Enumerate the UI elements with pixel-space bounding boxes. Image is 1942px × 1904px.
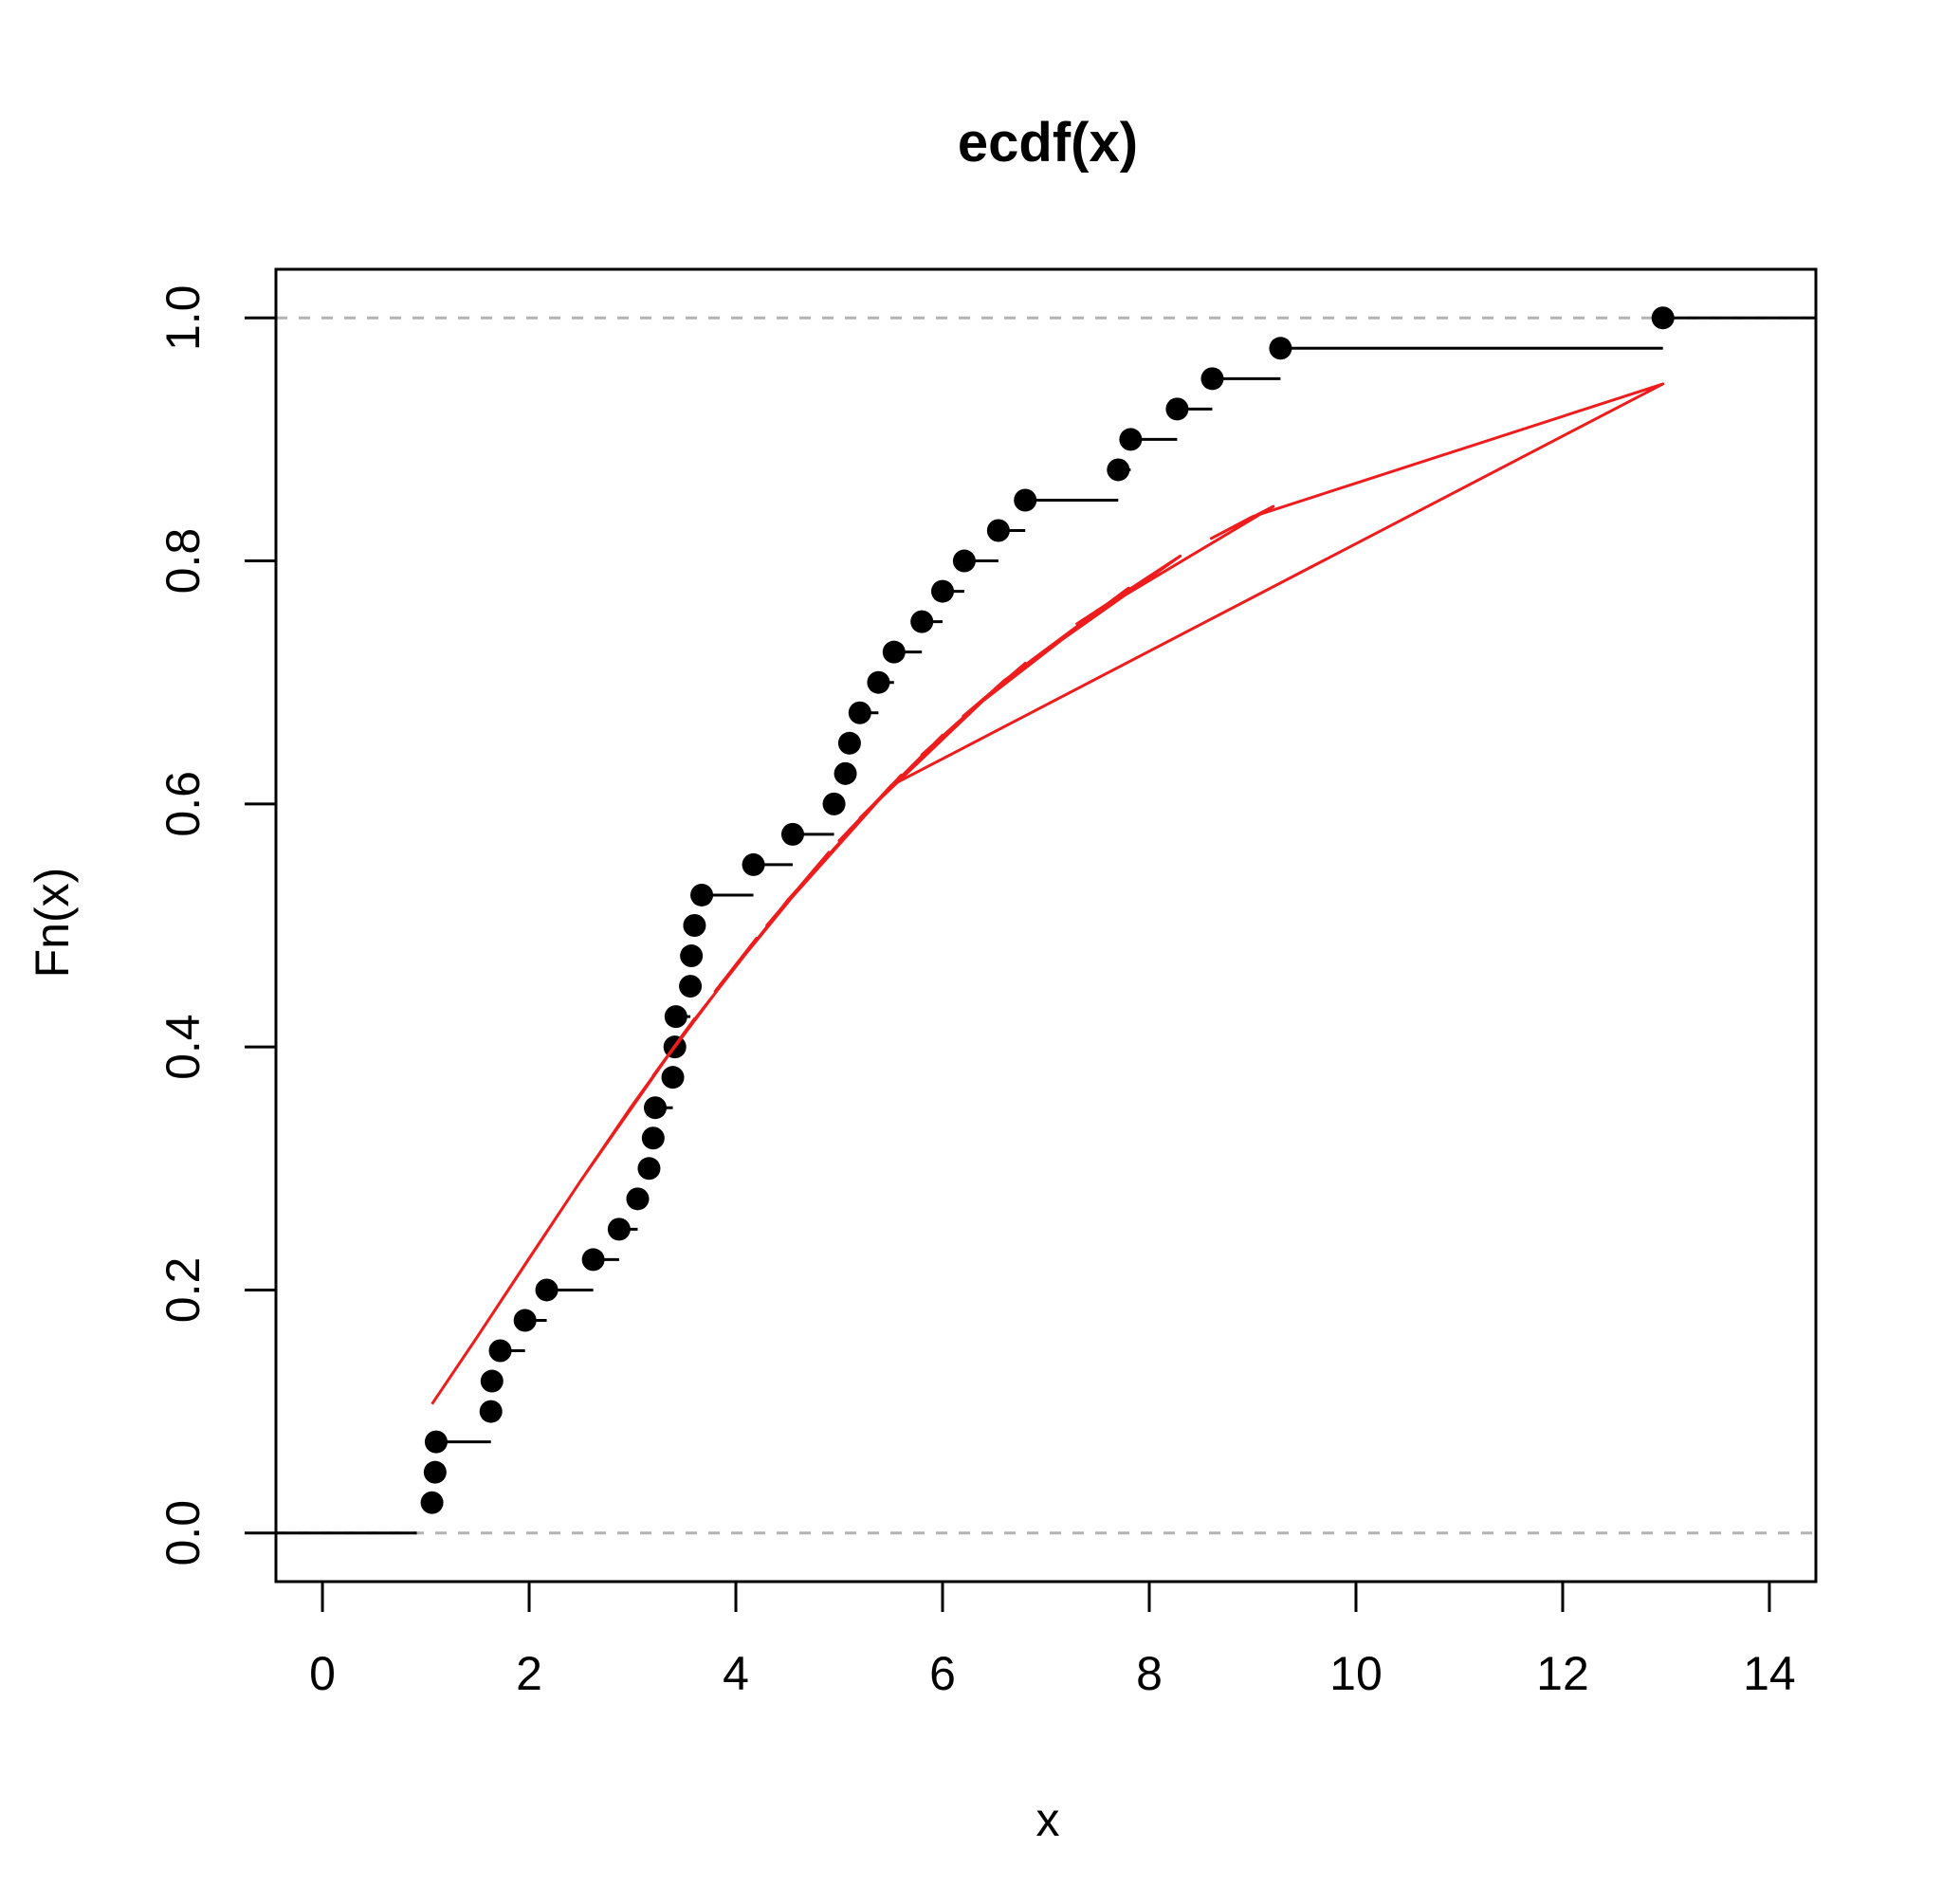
ecdf-point	[1014, 488, 1037, 512]
fitted-curve	[431, 382, 1665, 1405]
ecdf-point	[479, 1400, 503, 1423]
ecdf-point	[882, 640, 906, 664]
x-tick-label: 10	[1329, 1647, 1383, 1700]
y-tick-label: 0.4	[156, 1014, 210, 1080]
y-axis-label: Fn(x)	[26, 868, 79, 979]
ecdf-point	[690, 883, 714, 906]
x-tick-label: 14	[1743, 1647, 1796, 1700]
ecdf-point	[683, 914, 706, 937]
ecdf-point	[742, 852, 765, 876]
ecdf-point	[1200, 367, 1224, 391]
ecdf-point	[644, 1096, 668, 1120]
ecdf-point	[848, 701, 871, 724]
ecdf-point	[931, 579, 955, 603]
y-tick-label: 0.0	[156, 1500, 210, 1566]
ecdf-point	[488, 1339, 512, 1363]
ecdf-point	[581, 1248, 605, 1272]
ecdf-point	[822, 792, 846, 815]
ecdf-point	[986, 519, 1010, 542]
x-tick-label: 2	[516, 1647, 542, 1700]
ecdf-point	[1119, 428, 1143, 451]
ecdf-point	[679, 975, 703, 998]
ecdf-point	[1165, 397, 1189, 421]
plot-frame	[274, 267, 1818, 1584]
ecdf-point	[780, 822, 804, 846]
ecdf-point	[420, 1491, 444, 1514]
ecdf-point	[513, 1309, 537, 1332]
x-tick-label: 12	[1536, 1647, 1589, 1700]
ecdf-point	[1107, 458, 1130, 482]
ecdf-point	[1269, 337, 1292, 360]
ecdf-points	[420, 306, 1675, 1514]
ecdf-point	[1651, 306, 1675, 330]
y-tick-label: 1.0	[156, 285, 210, 352]
ecdf-point	[910, 610, 934, 633]
ecdf-point	[680, 944, 704, 968]
ecdf-point	[661, 1066, 685, 1089]
y-tick-label: 0.8	[156, 528, 210, 595]
x-axis-label: x	[1036, 1793, 1060, 1846]
ecdf-point	[837, 731, 861, 755]
x-tick-label: 6	[929, 1647, 956, 1700]
ecdf-point	[626, 1187, 650, 1211]
ecdf-point	[480, 1369, 504, 1393]
ecdf-point	[607, 1217, 631, 1241]
ecdf-point	[834, 761, 857, 785]
ecdf-point	[637, 1157, 661, 1181]
ecdf-point	[664, 1005, 687, 1029]
ecdf-point	[423, 1460, 447, 1484]
x-tick-label: 4	[723, 1647, 749, 1700]
ecdf-point	[535, 1278, 559, 1302]
y-tick-label: 0.6	[156, 771, 210, 837]
y-tick-label: 0.2	[156, 1257, 210, 1324]
ecdf-point	[867, 670, 890, 694]
ecdf-point	[952, 549, 976, 573]
x-tick-label: 8	[1136, 1647, 1163, 1700]
x-tick-label: 0	[309, 1647, 336, 1700]
fitted-line	[431, 382, 1665, 1405]
reference-lines	[276, 316, 1816, 1535]
ecdf-point	[641, 1126, 665, 1150]
ecdf-point	[424, 1430, 448, 1454]
chart-title: ecdf(x)	[958, 112, 1138, 174]
axes: 0 2 4 6 8 10 12 14 0.0 0.2 0.4 0.6 0.8 1.0	[156, 285, 1796, 1700]
